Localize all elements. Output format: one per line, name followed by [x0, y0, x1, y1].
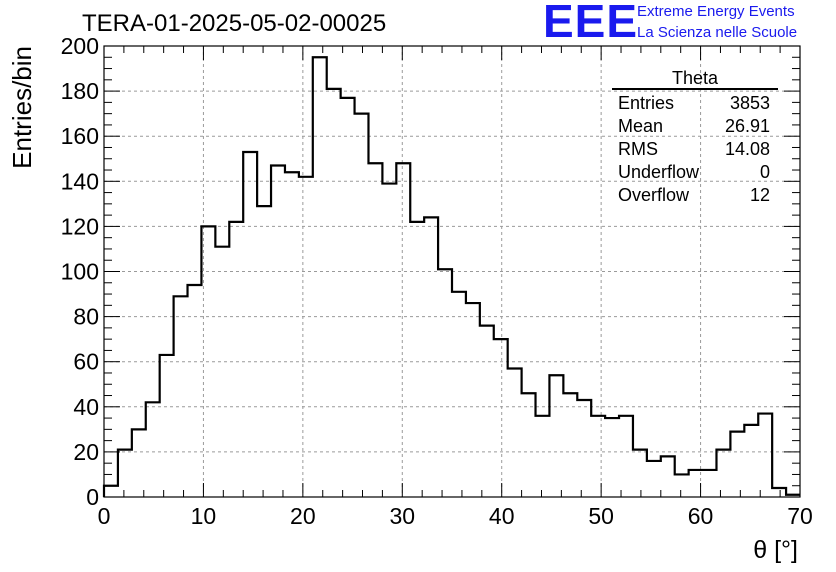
histogram-bin: [132, 429, 146, 497]
stats-label: RMS: [618, 139, 658, 159]
stats-label: Entries: [618, 93, 675, 113]
histogram-bin: [313, 57, 327, 497]
histogram-bin: [160, 355, 174, 497]
histogram-bin: [257, 206, 271, 497]
y-tick-label: 120: [61, 213, 99, 239]
stats-value: 0: [759, 162, 770, 182]
stats-row: Mean 26.91: [612, 115, 778, 138]
histogram-bin: [368, 163, 382, 497]
x-tick-label: 30: [389, 503, 415, 529]
logo-line-2: La Scienza nelle Scuole: [637, 24, 798, 41]
histogram-bin: [174, 296, 188, 497]
plot-frame: [103, 45, 801, 498]
histogram-bin: [689, 470, 703, 497]
y-tick-label: 140: [61, 168, 99, 194]
histogram-bin: [452, 292, 466, 497]
histogram-bin: [591, 416, 605, 497]
histogram-bin: [675, 474, 689, 497]
histogram-bin: [201, 226, 215, 497]
histogram-bin: [605, 418, 619, 497]
x-tick-label: 70: [787, 503, 813, 529]
stats-value: 14.08: [724, 139, 770, 159]
histogram-bin: [146, 402, 160, 497]
histogram-bin: [243, 152, 257, 497]
stats-box: Theta Entries 3853 Mean 26.91 RMS 14.08 Und…: [612, 68, 778, 207]
stats-row: Entries 3853: [612, 92, 778, 115]
histogram-bin: [271, 166, 285, 497]
x-tick-label: 10: [191, 503, 217, 529]
stats-title: Theta: [612, 68, 778, 90]
y-tick-label: 80: [73, 304, 99, 330]
x-tick-label: 0: [98, 503, 111, 529]
x-tick-label: 60: [688, 503, 714, 529]
y-tick-label: 20: [73, 439, 99, 465]
histogram-bin: [215, 247, 229, 497]
stats-label: Mean: [618, 116, 664, 136]
histogram-bin: [758, 414, 772, 497]
y-tick-label: 0: [86, 484, 99, 510]
stats-value: 12: [749, 185, 770, 205]
stats-label: Overflow: [618, 185, 690, 205]
histogram-bin: [563, 393, 577, 497]
histogram-bin: [522, 393, 536, 497]
chart-title: TERA-01-2025-05-02-00025: [82, 10, 387, 37]
histogram-series: [102, 56, 800, 497]
histogram-bin: [508, 368, 522, 497]
histogram-bin: [633, 450, 647, 497]
stats-value: 3853: [729, 93, 770, 113]
histogram-bin: [716, 450, 730, 497]
histogram-bin: [285, 172, 299, 497]
y-axis-title: Entries/bin: [7, 46, 37, 169]
stats-row: RMS 14.08: [612, 138, 778, 161]
histogram-bin: [327, 89, 341, 497]
y-tick-label: 200: [61, 33, 99, 59]
x-tick-label: 40: [489, 503, 515, 529]
histogram-bin: [619, 416, 633, 497]
histogram-bin: [396, 163, 410, 497]
histogram-bin: [410, 222, 424, 497]
histogram-bin: [424, 217, 438, 497]
histogram-bin: [744, 425, 758, 497]
histogram-bin: [382, 184, 396, 497]
histogram-bin: [730, 432, 744, 497]
histogram-bin: [661, 456, 675, 497]
histogram-bin: [549, 375, 563, 497]
y-tick-label: 180: [61, 78, 99, 104]
x-tick-label: 50: [588, 503, 614, 529]
y-tick-label: 40: [73, 394, 99, 420]
x-axis-title: θ [°]: [753, 536, 798, 564]
y-tick-label: 100: [61, 259, 99, 285]
histogram-bin: [703, 470, 717, 497]
histogram-bin: [229, 222, 243, 497]
histogram-bin: [188, 285, 202, 497]
stats-row: Overflow 12: [612, 184, 778, 207]
x-tick-label: 20: [290, 503, 316, 529]
stats-label: Underflow: [618, 162, 700, 182]
histogram-bin: [438, 269, 452, 497]
histogram-bin: [480, 326, 494, 497]
histogram-bin: [104, 486, 118, 497]
y-tick-label: 160: [61, 123, 99, 149]
histogram-bin: [466, 303, 480, 497]
logo-line-1: Extreme Energy Events: [637, 3, 795, 20]
eee-logo: EEE: [543, 0, 639, 47]
y-tick-label: 60: [73, 349, 99, 375]
histogram-bin: [118, 450, 132, 497]
histogram-bin: [647, 461, 661, 497]
histogram-bin: [299, 177, 313, 497]
histogram-bin: [772, 488, 786, 497]
histogram-bin: [355, 114, 369, 497]
stats-value: 26.91: [724, 116, 770, 136]
stats-row: Underflow 0: [612, 161, 778, 184]
histogram-bin: [494, 339, 508, 497]
histogram-bin: [577, 400, 591, 497]
histogram-bin: [536, 416, 550, 497]
histogram-bin: [341, 98, 355, 497]
